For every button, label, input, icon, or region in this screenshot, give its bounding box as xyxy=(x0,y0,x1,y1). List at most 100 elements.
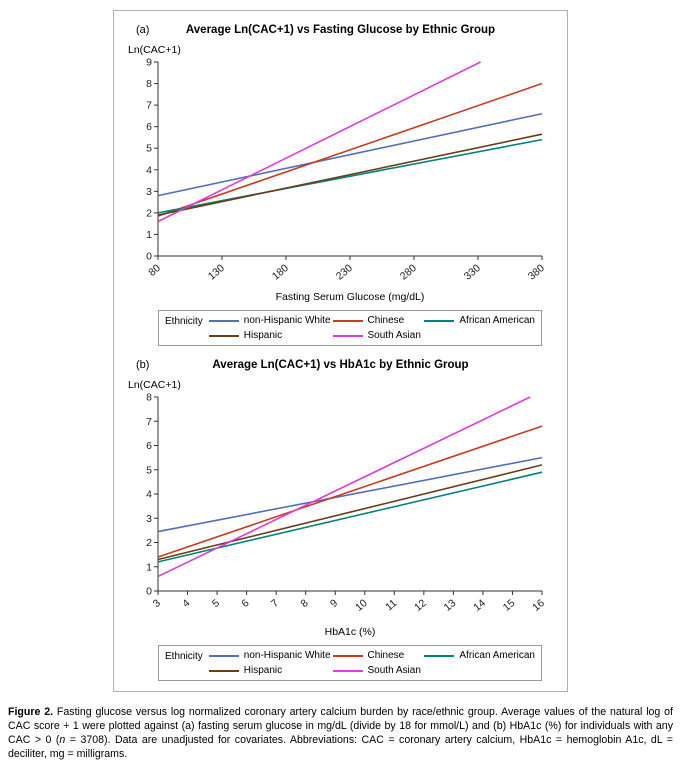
x-tick-label: 14 xyxy=(471,597,488,614)
panel-b-header: (b) Average Ln(CAC+1) vs HbA1c by Ethnic… xyxy=(124,356,557,374)
caption-text-2: = 3708). Data are unadjusted for covaria… xyxy=(8,733,673,760)
legend-label: Hispanic xyxy=(243,665,283,676)
y-tick-label: 5 xyxy=(146,464,152,476)
legend-label: African American xyxy=(459,315,535,326)
series-line-african-american xyxy=(157,471,543,563)
legend-line-swatch xyxy=(332,334,363,337)
series-line-chinese xyxy=(157,82,543,217)
x-tick-label: 15 xyxy=(501,597,518,614)
legend-line-swatch xyxy=(332,319,363,322)
panel-a: (a) Average Ln(CAC+1) vs Fasting Glucose… xyxy=(114,17,567,352)
series-line-non-hispanic-white xyxy=(157,456,543,533)
y-tick-label: 6 xyxy=(146,121,152,133)
caption-text: Fasting glucose versus log normalized co… xyxy=(8,706,674,746)
y-tick-label: 7 xyxy=(146,416,152,428)
y-tick-label: 7 xyxy=(146,100,152,112)
panel-a-legend: Ethnicity non-Hispanic White Chinese Afric… xyxy=(158,310,542,346)
legend-label: African American xyxy=(459,650,535,661)
legend-item-hispanic: Hispanic xyxy=(208,330,331,341)
x-tick-label: 330 xyxy=(462,262,483,283)
panel-b: (b) Average Ln(CAC+1) vs HbA1c by Ethnic… xyxy=(114,352,567,687)
x-tick-label: 7 xyxy=(269,597,281,610)
figure-caption: Figure 2. Fasting glucose versus log nor… xyxy=(8,706,673,762)
legend-line-swatch xyxy=(424,654,455,657)
x-tick-label: 4 xyxy=(180,597,192,610)
y-tick-label: 3 xyxy=(146,186,152,198)
series-line-south-asian xyxy=(157,396,531,578)
panel-b-y-axis-label: Ln(CAC+1) xyxy=(128,379,181,391)
legend-label: non-Hispanic White xyxy=(243,315,331,326)
y-tick-label: 1 xyxy=(146,229,152,241)
legend-line-swatch xyxy=(208,319,239,322)
panel-b-tag: (b) xyxy=(136,359,150,371)
x-tick-label: 380 xyxy=(526,262,547,283)
x-tick-label: 12 xyxy=(412,597,429,614)
legend-title: Ethnicity xyxy=(165,316,203,327)
y-tick-label: 2 xyxy=(146,537,152,549)
y-tick-label: 5 xyxy=(146,143,152,155)
legend-line-swatch xyxy=(332,654,363,657)
x-tick-label: 16 xyxy=(530,597,547,614)
x-tick-label: 11 xyxy=(383,597,399,613)
series-line-chinese xyxy=(157,425,543,558)
legend-line-swatch xyxy=(424,319,455,322)
legend-items: non-Hispanic White Chinese African America… xyxy=(208,315,535,341)
legend-label: Chinese xyxy=(367,315,405,326)
legend-label: non-Hispanic White xyxy=(243,650,331,661)
legend-item-non-hispanic-white: non-Hispanic White xyxy=(208,650,331,661)
series-line-hispanic xyxy=(157,133,543,216)
x-tick-label: 6 xyxy=(239,597,251,610)
panel-b-title: Average Ln(CAC+1) vs HbA1c by Ethnic Gro… xyxy=(212,359,469,371)
legend-item-hispanic: Hispanic xyxy=(208,665,331,676)
figure-box: (a) Average Ln(CAC+1) vs Fasting Glucose… xyxy=(113,10,568,692)
legend-label: Chinese xyxy=(367,650,405,661)
y-tick-label: 4 xyxy=(146,489,152,501)
y-tick-label: 6 xyxy=(146,440,152,452)
page: (a) Average Ln(CAC+1) vs Fasting Glucose… xyxy=(0,10,681,762)
x-tick-label: 10 xyxy=(353,597,370,614)
y-tick-label: 8 xyxy=(146,392,152,404)
panel-b-x-axis-label: HbA1c (%) xyxy=(324,626,376,638)
y-tick-label: 0 xyxy=(146,251,152,263)
y-tick-label: 0 xyxy=(146,586,152,598)
legend-item-african-american: African American xyxy=(424,650,535,661)
legend-label: Hispanic xyxy=(243,330,283,341)
x-tick-label: 5 xyxy=(210,597,222,610)
legend-item-chinese: Chinese xyxy=(332,650,423,661)
legend-item-chinese: Chinese xyxy=(332,315,423,326)
caption-label: Figure 2. xyxy=(8,706,54,718)
panel-a-header: (a) Average Ln(CAC+1) vs Fasting Glucose… xyxy=(124,21,557,39)
legend-line-swatch xyxy=(332,669,363,672)
legend-item-non-hispanic-white: non-Hispanic White xyxy=(208,315,331,326)
caption-n-symbol: n xyxy=(59,733,66,746)
legend-line-swatch xyxy=(208,654,239,657)
panel-a-y-axis-label: Ln(CAC+1) xyxy=(128,44,181,56)
y-tick-label: 8 xyxy=(146,78,152,90)
y-tick-label: 9 xyxy=(146,57,152,69)
x-tick-label: 3 xyxy=(151,597,163,610)
y-tick-label: 2 xyxy=(146,207,152,219)
panel-a-tag: (a) xyxy=(136,24,150,36)
x-tick-label: 8 xyxy=(298,597,310,610)
legend-label: South Asian xyxy=(367,330,421,341)
y-tick-label: 3 xyxy=(146,513,152,525)
series-line-non-hispanic-white xyxy=(157,112,543,197)
y-tick-label: 1 xyxy=(146,561,152,573)
y-tick-label: 4 xyxy=(146,164,152,176)
legend-items: non-Hispanic White Chinese African America… xyxy=(208,650,535,676)
legend-item-south-asian: South Asian xyxy=(332,330,423,341)
panel-a-title: Average Ln(CAC+1) vs Fasting Glucose by … xyxy=(185,24,496,36)
legend-item-african-american: African American xyxy=(424,315,535,326)
legend-item-south-asian: South Asian xyxy=(332,665,423,676)
x-tick-label: 13 xyxy=(442,597,459,614)
x-tick-label: 80 xyxy=(146,262,163,279)
x-tick-label: 9 xyxy=(328,597,340,610)
legend-label: South Asian xyxy=(367,665,421,676)
x-tick-label: 280 xyxy=(398,262,419,283)
series-line-south-asian xyxy=(157,61,481,223)
chart-a: 0 1 2 3 4 5 6 7 8 9 80 130 180 230 280 330 380 xyxy=(146,57,547,283)
x-tick-label: 130 xyxy=(206,262,227,283)
series-line-african-american xyxy=(157,138,543,214)
x-tick-label: 180 xyxy=(270,262,291,283)
